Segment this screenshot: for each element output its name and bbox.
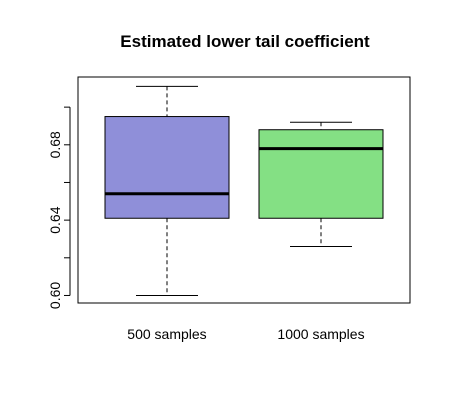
chart-title: Estimated lower tail coefficient bbox=[120, 32, 370, 51]
box-2 bbox=[258, 121, 384, 247]
x-axis-labels: 500 samples 1000 samples bbox=[127, 326, 364, 342]
box-1 bbox=[104, 85, 230, 296]
plot-frame bbox=[77, 76, 411, 304]
box-series bbox=[104, 85, 384, 296]
y-axis: 0.60 0.64 0.68 bbox=[47, 106, 71, 309]
x-category-label: 500 samples bbox=[127, 326, 206, 342]
y-tick-label: 0.68 bbox=[47, 131, 63, 158]
interquartile-box bbox=[104, 116, 230, 219]
x-category-label: 1000 samples bbox=[277, 326, 364, 342]
y-tick-label: 0.64 bbox=[47, 206, 63, 233]
interquartile-box bbox=[258, 129, 384, 219]
y-tick-label: 0.60 bbox=[47, 282, 63, 309]
